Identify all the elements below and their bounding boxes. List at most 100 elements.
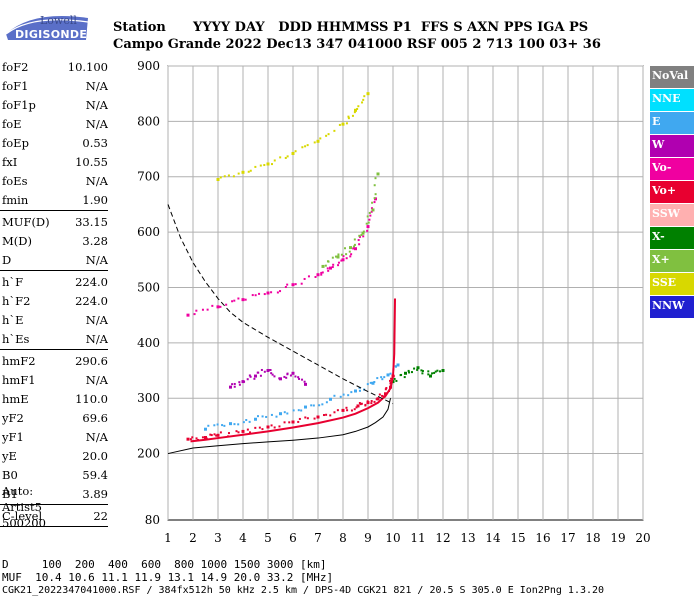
- echo-point: [350, 391, 353, 394]
- echo-point: [373, 184, 376, 187]
- param-value: 3.28: [82, 234, 108, 248]
- echo-point: [237, 431, 240, 434]
- echo-point: [325, 401, 328, 404]
- echo-point: [221, 424, 224, 427]
- echo-point: [351, 114, 354, 117]
- param-label: B0: [2, 468, 18, 482]
- echo-point: [329, 414, 332, 417]
- divider: [0, 270, 108, 271]
- echo-point: [303, 277, 306, 280]
- echo-point: [345, 122, 348, 125]
- echo-point: [258, 292, 261, 295]
- echo-point: [363, 95, 366, 98]
- echo-point: [273, 159, 276, 162]
- echo-point: [288, 421, 291, 424]
- param-row: foEp 0.53: [0, 134, 110, 153]
- param-value: 22: [93, 509, 108, 523]
- param-value: N/A: [85, 79, 108, 93]
- param-value: 10.100: [67, 60, 108, 74]
- param-value: 69.6: [82, 411, 108, 425]
- param-value: 33.15: [75, 215, 108, 229]
- x-tick-label: 9: [364, 531, 372, 545]
- param-row: foE N/A: [0, 115, 110, 134]
- echo-point: [346, 409, 349, 412]
- echo-point: [279, 377, 282, 381]
- param-value: 20.0: [82, 449, 108, 463]
- legend-item: Vo+: [650, 181, 694, 203]
- echo-point: [215, 434, 218, 437]
- echo-point: [421, 372, 424, 375]
- param-row: foF1p N/A: [0, 96, 110, 115]
- echo-point: [410, 371, 413, 374]
- auto-version: 500200: [2, 516, 46, 530]
- echo-point: [342, 393, 345, 396]
- param-value: N/A: [85, 373, 108, 387]
- echo-point: [300, 282, 303, 285]
- echo-point: [304, 145, 307, 148]
- echo-point: [241, 170, 245, 174]
- echo-point: [233, 382, 236, 385]
- echo-point: [247, 170, 250, 173]
- echo-point: [291, 420, 295, 424]
- echo-point: [223, 424, 226, 427]
- echo-point: [353, 238, 356, 241]
- echo-point: [366, 401, 370, 405]
- echo-point: [341, 408, 345, 412]
- echo-point: [345, 406, 348, 409]
- param-label: foEs: [2, 174, 28, 188]
- digisonde-logo: Lowell DIGISONDE: [2, 4, 90, 42]
- echo-point: [278, 425, 281, 428]
- echo-point: [238, 383, 241, 386]
- legend-item: X+: [650, 250, 694, 272]
- echo-point: [304, 416, 307, 419]
- echo-point: [373, 381, 376, 384]
- x-tick-label: 14: [485, 531, 501, 545]
- echo-point: [213, 424, 216, 427]
- echo-point: [345, 257, 348, 260]
- divider: [0, 210, 108, 211]
- y-tick-label: 400: [137, 336, 160, 350]
- param-label: hmF2: [2, 354, 36, 368]
- param-row: yF1 N/A: [0, 428, 110, 447]
- echo-point: [385, 387, 388, 390]
- echo-point: [263, 164, 266, 167]
- echo-point: [306, 417, 309, 420]
- echo-point: [259, 164, 262, 167]
- echo-point: [201, 436, 204, 439]
- echo-point: [358, 234, 361, 237]
- echo-point: [353, 243, 356, 246]
- echo-point: [352, 245, 355, 248]
- x-tick-label: 11: [410, 531, 425, 545]
- echo-point: [325, 134, 328, 137]
- x-tick-label: 17: [560, 531, 575, 545]
- echo-point: [433, 371, 436, 374]
- echo-point: [403, 376, 406, 379]
- echo-point: [408, 371, 411, 374]
- echo-point: [186, 437, 190, 441]
- echo-point: [238, 381, 241, 384]
- echo-point: [389, 382, 392, 385]
- param-row: MUF(D) 33.15: [0, 213, 110, 232]
- echo-point: [376, 398, 379, 401]
- echo-point: [354, 389, 357, 393]
- echo-point: [413, 367, 416, 370]
- echo-point: [333, 394, 336, 397]
- footer-muf-row: MUF 10.4 10.6 11.1 11.9 13.1 14.9 20.0 3…: [2, 571, 334, 584]
- echo-point: [338, 123, 341, 126]
- echo-point: [204, 427, 207, 431]
- echo-point: [206, 308, 209, 311]
- echo-point: [263, 370, 266, 373]
- echo-point: [349, 246, 352, 250]
- echo-point: [370, 207, 373, 210]
- echo-point: [210, 434, 213, 437]
- echo-point: [318, 404, 321, 407]
- echo-point: [321, 264, 325, 268]
- param-row: h`Es N/A: [0, 330, 110, 349]
- echo-point: [254, 374, 257, 378]
- echo-point: [235, 430, 238, 433]
- echo-point: [223, 175, 226, 178]
- echo-point: [237, 172, 240, 175]
- echo-point: [243, 380, 246, 383]
- echo-point: [383, 376, 386, 379]
- param-value: N/A: [85, 332, 108, 346]
